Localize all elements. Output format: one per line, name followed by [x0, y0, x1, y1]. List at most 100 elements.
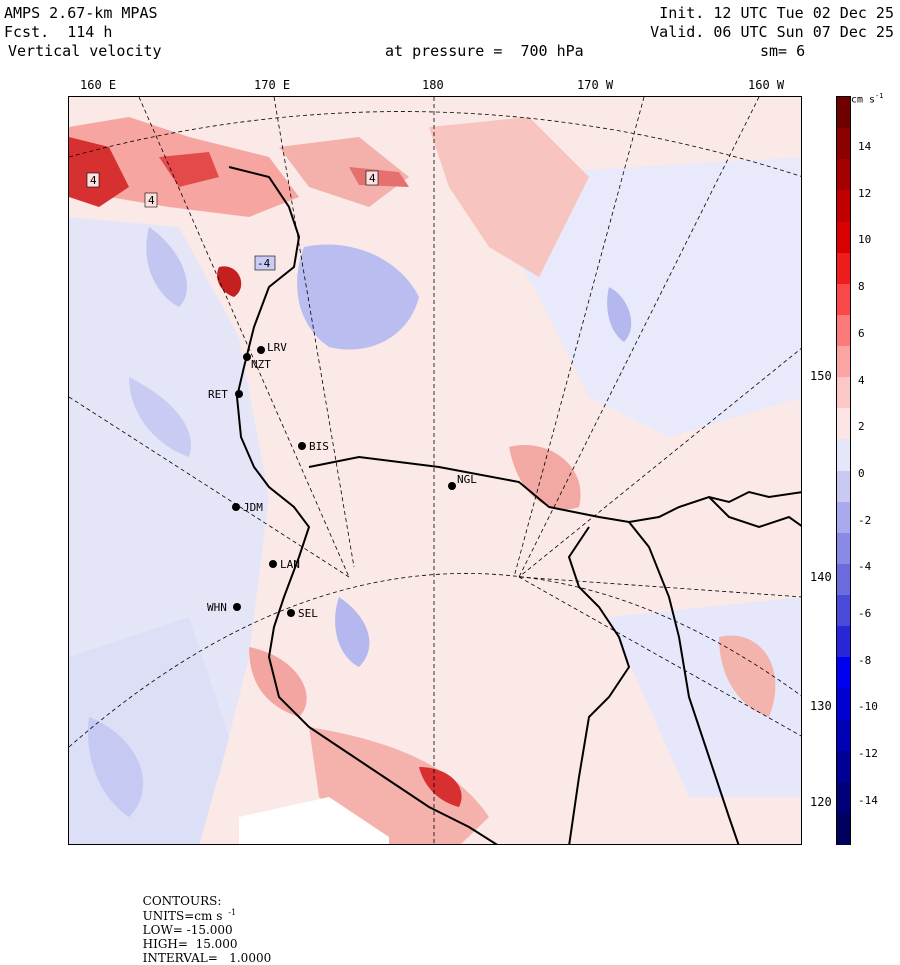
lon-label: 170 E	[254, 78, 291, 92]
colorbar-swatch	[837, 377, 850, 409]
field-name: Vertical velocity	[8, 42, 162, 60]
station-marker-ret	[235, 390, 243, 398]
station-label: SEL	[298, 607, 318, 620]
colorbar-swatch	[837, 159, 850, 191]
grounding-line	[567, 526, 631, 844]
positive-region	[419, 767, 462, 807]
station-label: WHN	[207, 601, 227, 614]
pressure-level: at pressure = 700 hPa	[385, 42, 584, 60]
contour-label: 4	[90, 174, 97, 187]
meridian	[138, 97, 350, 578]
terrain-mask	[239, 797, 389, 844]
ice-shelf-front	[308, 455, 801, 524]
colorbar-tick-label: 2	[858, 420, 865, 434]
station-label: NGL	[457, 473, 477, 486]
init-time: Init. 12 UTC Tue 02 Dec 25	[659, 4, 894, 22]
station-marker-sel	[287, 609, 295, 617]
coastline-west	[228, 166, 498, 844]
colorbar-swatch	[837, 657, 850, 689]
station-markers	[232, 346, 456, 617]
high-value: HIGH= 15.000	[142, 937, 238, 951]
positive-region	[279, 137, 409, 207]
station-label: BIS	[309, 440, 329, 453]
lon-label: 170 W	[577, 78, 614, 92]
colorbar-tick-label: -12	[858, 747, 878, 761]
colorbar-tick-label: -8	[858, 653, 872, 667]
contours-label: CONTOURS:	[142, 894, 222, 908]
colorbar-swatch	[837, 626, 850, 658]
colorbar-swatch	[837, 719, 850, 752]
colorbar-swatch	[837, 470, 850, 503]
negative-region	[335, 597, 370, 667]
station-marker-nzt	[243, 353, 251, 361]
colorbar-swatch	[837, 97, 850, 129]
station-marker-whn	[233, 603, 241, 611]
colorbar-swatch	[837, 408, 850, 440]
contour-label-box	[365, 170, 379, 186]
colorbar	[836, 96, 851, 845]
colorbar-swatch	[837, 252, 850, 285]
lon-label: 180	[422, 78, 444, 92]
positive-region	[719, 635, 776, 717]
marie-byrd-coast	[708, 496, 801, 529]
station-marker-lan	[269, 560, 277, 568]
colorbar-tick-label: 14	[858, 140, 872, 153]
colorbar-swatch	[837, 314, 850, 347]
coastline	[228, 166, 801, 844]
positive-region	[69, 137, 129, 207]
contour-label: -4	[257, 257, 271, 270]
colorbar-swatch	[837, 781, 850, 814]
negative-region	[607, 287, 632, 342]
colorbar-tick-label: 4	[858, 373, 865, 387]
colorbar-swatch	[837, 501, 850, 534]
contour-label: 4	[148, 194, 155, 207]
valid-time: Valid. 06 UTC Sun 07 Dec 25	[650, 23, 894, 41]
colorbar-tick-label: 12	[858, 186, 872, 200]
station-label: LRV	[267, 341, 287, 354]
colorbar-swatch	[837, 812, 850, 845]
meridian	[518, 348, 801, 578]
colorbar-swatch	[837, 128, 850, 160]
station-marker-lrv	[257, 346, 265, 354]
station-marker-bis	[298, 442, 306, 450]
colorbar-tick-label: -10	[858, 700, 878, 714]
colorbar-tick-label: 8	[858, 280, 865, 294]
model-title: AMPS 2.67-km MPAS	[4, 4, 158, 22]
colorbar-swatch	[837, 563, 850, 596]
station-label: JDM	[243, 501, 263, 514]
positive-region	[249, 647, 307, 717]
contour-label-box	[86, 172, 100, 188]
negative-region	[146, 227, 188, 307]
parallel	[69, 573, 801, 748]
colorbar-tick-label: 6	[858, 326, 865, 340]
meridian	[273, 97, 355, 568]
colorbar-swatch	[837, 439, 850, 471]
contour-label-box	[254, 255, 276, 271]
colorbar-tick-label: -6	[858, 607, 872, 620]
parallel	[69, 111, 801, 177]
station-marker-jdm	[232, 503, 240, 511]
negative-region	[129, 377, 191, 457]
colorbar-tick-label: -14	[858, 793, 878, 807]
meridian	[518, 576, 801, 737]
colorbar-swatch	[837, 595, 850, 627]
colorbar-tick-label: -4	[858, 560, 872, 574]
vertical-velocity-map: BIS NGL JDM LAN WHN SEL RET NZT LRV 4 4 …	[69, 97, 801, 844]
interval-value: INTERVAL= 1.0000	[142, 951, 272, 965]
graticule	[69, 97, 801, 844]
colorbar-tick-label: -2	[858, 513, 872, 527]
colorbar-swatch	[837, 346, 850, 378]
negative-region	[88, 717, 144, 817]
positive-region	[217, 266, 242, 297]
colorbar-swatch	[837, 190, 850, 222]
contour-label: 4	[369, 172, 376, 185]
map-panel: BIS NGL JDM LAN WHN SEL RET NZT LRV 4 4 …	[68, 96, 802, 845]
lon-label: 160 W	[748, 78, 785, 92]
forecast-hour: Fcst. 114 h	[4, 23, 113, 41]
smoothing: sm= 6	[760, 42, 806, 60]
units-label: UNITS=cm s -1	[142, 908, 237, 923]
colorbar-swatch	[837, 532, 850, 565]
station-label: LAN	[280, 558, 300, 571]
colorbar-swatch	[837, 283, 850, 316]
colorbar-swatch	[837, 750, 850, 783]
